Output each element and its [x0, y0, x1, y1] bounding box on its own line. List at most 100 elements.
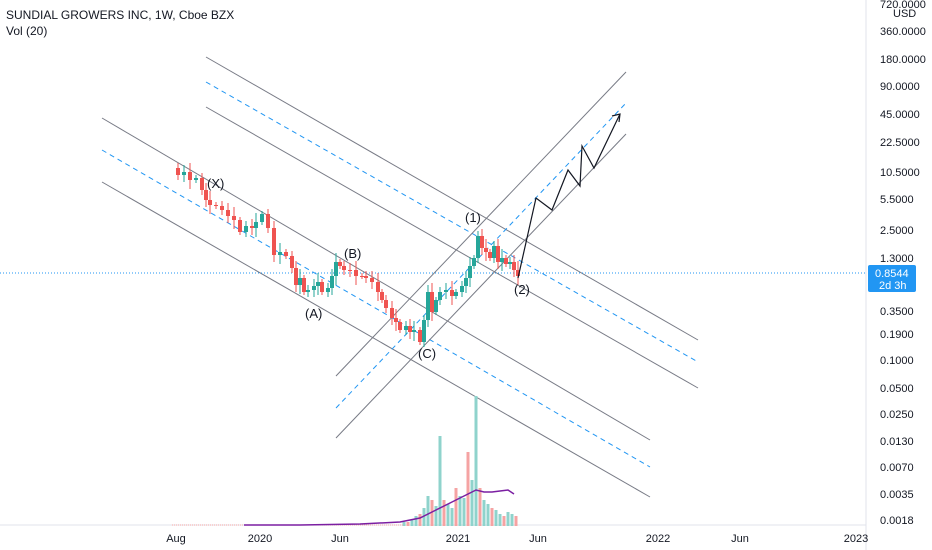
last-price-countdown: 2d 3h [879, 280, 907, 292]
candle-body [468, 266, 472, 278]
candle-body [464, 278, 468, 286]
candle-body [238, 220, 242, 232]
candle-body [380, 292, 384, 300]
price-tick-label: 45.0000 [880, 109, 920, 121]
price-tick-label: 360.0000 [880, 26, 926, 38]
chart-title: SUNDIAL GROWERS INC, 1W, Cboe BZX [6, 8, 235, 22]
time-tick-label: Jun [731, 533, 749, 545]
candle-body [334, 262, 338, 276]
candle-body [342, 266, 346, 270]
price-tick-label: 0.1900 [880, 329, 914, 341]
candle-body [394, 318, 398, 322]
volume-bar [434, 506, 438, 526]
candle-body [284, 252, 288, 256]
candle-body [492, 246, 496, 258]
candle-body [312, 286, 316, 290]
candle-body [484, 248, 488, 252]
candle-body [214, 205, 218, 206]
wave-label: (C) [418, 346, 436, 361]
channel-median-line [101, 149, 651, 468]
volume-bar [422, 508, 426, 526]
candle-body [472, 258, 476, 266]
volume-bar [426, 496, 430, 526]
price-tick-label: 180.0000 [880, 54, 926, 66]
channel-line [101, 181, 651, 498]
candle-body [412, 330, 416, 332]
last-price-value: 0.8544 [875, 268, 909, 280]
wave-label: (2) [514, 282, 530, 297]
candle-body [266, 214, 270, 228]
volume-bar [494, 510, 498, 526]
candle-body [204, 190, 208, 200]
price-tick-label: 5.5000 [880, 194, 914, 206]
time-axis[interactable]: Aug 2020 Jun 2021 Jun 2022 Jun 2023 [166, 533, 868, 545]
candle-body [516, 270, 520, 276]
candle-body [500, 258, 504, 262]
projection-path-line [517, 113, 621, 279]
price-tick-label: 0.0018 [880, 515, 914, 527]
channel-line [205, 56, 699, 341]
volume-bar [486, 504, 490, 526]
candle-body [480, 236, 484, 248]
price-tick-label: 0.0500 [880, 383, 914, 395]
volume-bars [172, 396, 518, 526]
candle-body [376, 282, 380, 292]
candle-body [290, 256, 294, 268]
candle-body [226, 210, 230, 216]
currency-label: USD [893, 8, 916, 20]
price-tick-label: 10.5000 [880, 167, 920, 179]
candle-body [508, 262, 512, 264]
volume-bar [450, 508, 454, 526]
candle-body [364, 276, 368, 278]
time-tick-label: 2023 [844, 533, 868, 545]
candle-body [504, 258, 508, 264]
time-tick-label: Jun [529, 533, 547, 545]
wave-label: (A) [305, 306, 322, 321]
candle-body [404, 326, 408, 330]
volume-bar [474, 396, 478, 526]
price-tick-label: 0.1000 [880, 355, 914, 367]
candle-body [454, 292, 458, 296]
candle-body [348, 270, 352, 271]
candle-body [476, 236, 480, 258]
wave-labels: (X) (A) (B) (C) (1) (2) [207, 176, 530, 361]
candle-body [390, 308, 394, 318]
volume-bar [466, 452, 470, 526]
price-axis[interactable]: 720.0000 360.0000 180.0000 90.0000 45.0000 22… [880, 0, 926, 527]
volume-ma-line [244, 489, 515, 526]
candle-body [408, 326, 412, 332]
candle-body [460, 286, 464, 292]
volume-bar [402, 522, 406, 526]
volume-bar [442, 500, 446, 526]
price-tick-label: 720.0000 [880, 0, 926, 11]
candle-body [316, 282, 320, 286]
candle-body [244, 226, 248, 232]
pitchfork-channels [0, 56, 866, 498]
candle-body [370, 278, 374, 282]
candle-body [320, 282, 324, 292]
volume-bar [446, 504, 450, 526]
channel-median-line [205, 81, 699, 363]
candle-body [298, 278, 302, 285]
candle-body [250, 226, 254, 228]
volume-bar [502, 516, 506, 526]
volume-bar [482, 500, 486, 526]
wave-label: (X) [207, 176, 224, 191]
candle-body [488, 252, 492, 258]
candle-body [360, 276, 364, 277]
candle-body [438, 292, 442, 300]
candle-body [232, 216, 236, 220]
candle-body [450, 290, 454, 296]
candles [176, 163, 520, 347]
candle-body [384, 300, 388, 308]
channel-line [101, 117, 651, 441]
volume-bar [418, 514, 422, 526]
time-tick-label: 2020 [248, 533, 272, 545]
price-tick-label: 2.5000 [880, 225, 914, 237]
volume-bar [462, 498, 466, 526]
candle-body [354, 270, 358, 276]
volume-bar [458, 496, 462, 526]
volume-bar [430, 500, 434, 526]
